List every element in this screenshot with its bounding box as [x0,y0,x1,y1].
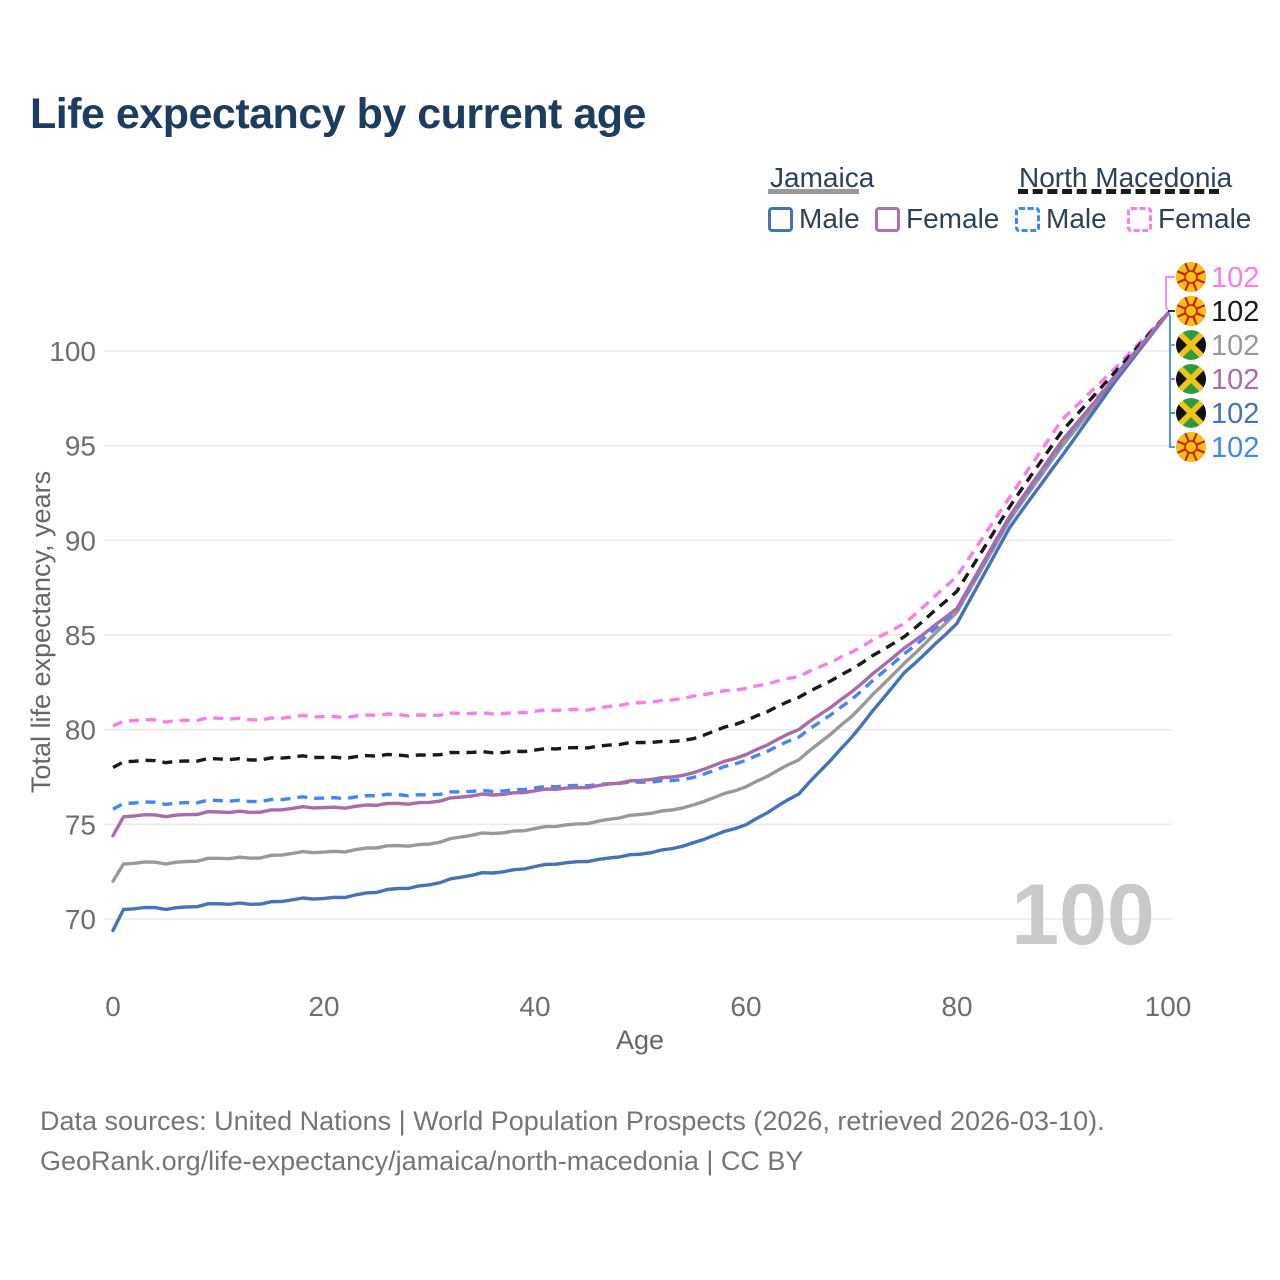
end-label-value: 102 [1211,364,1259,396]
legend-item-label: Male [1046,203,1107,234]
legend-item-north-macedonia-male[interactable]: Male [1015,203,1107,235]
x-tick-label: 40 [519,991,550,1022]
series-line-north-macedonia-both-sexes[interactable] [112,311,1170,770]
legend-checkbox-north-macedonia-male-icon[interactable] [1015,206,1040,232]
x-tick-label: 100 [1145,991,1192,1022]
legend-group-jamaica: Jamaica [770,162,875,193]
series-line-jamaica-female[interactable] [111,311,1170,838]
y-tick-label: 100 [49,336,96,367]
legend-underline-north-macedonia-icon [1018,189,1219,194]
legend-item-jamaica-male[interactable]: Male [768,203,860,235]
legend-underline-jamaica-icon [768,189,859,194]
legend-group-north-macedonia: North Macedonia [1019,162,1233,193]
x-tick-label: 0 [105,991,121,1022]
series-line-jamaica-male[interactable] [111,311,1170,933]
flag-jamaica-icon [1176,364,1206,394]
end-label-value: 102 [1211,432,1259,464]
y-tick-label: 95 [65,431,96,462]
legend-item-label: Female [906,203,1000,234]
series-line-north-macedonia-female[interactable] [112,311,1170,728]
flag-north-macedonia-icon [1176,432,1206,462]
legend-checkbox-jamaica-male-icon[interactable] [768,206,793,232]
x-axis-title: Age [616,1025,664,1055]
legend-item-label: Female [1158,203,1252,234]
flag-jamaica-icon [1176,398,1206,428]
y-axis-title: Total life expectancy, years [26,471,56,793]
leader-line [1165,276,1175,311]
y-tick-label: 75 [65,809,96,840]
page-title: Life expectancy by current age [30,90,646,138]
x-tick-label: 80 [941,991,972,1022]
leader-line [1167,312,1175,448]
x-tick-label: 60 [730,991,761,1022]
flag-north-macedonia-icon [1176,296,1206,326]
y-tick-label: 80 [65,715,96,746]
legend-checkbox-north-macedonia-female-icon[interactable] [1127,206,1152,232]
series-line-jamaica-both-sexes[interactable] [111,311,1170,883]
attribution-text: GeoRank.org/life-expectancy/jamaica/nort… [40,1146,804,1176]
end-label-value: 102 [1211,330,1259,362]
legend-item-jamaica-female[interactable]: Female [875,203,999,235]
flag-jamaica-icon [1176,330,1206,360]
y-tick-label: 85 [65,620,96,651]
end-label-value: 102 [1211,398,1259,430]
legend-checkbox-jamaica-female-icon[interactable] [875,206,900,232]
legend-item-label: Male [799,203,860,234]
data-sources-text: Data sources: United Nations | World Pop… [40,1106,1105,1136]
y-tick-label: 70 [65,904,96,935]
end-label-value: 102 [1211,262,1259,294]
watermark-age: 100 [1011,867,1155,963]
legend-item-north-macedonia-female[interactable]: Female [1127,203,1251,235]
end-label-value: 102 [1211,296,1259,328]
x-tick-label: 20 [308,991,339,1022]
flag-north-macedonia-icon [1176,262,1206,292]
y-tick-label: 90 [65,525,96,556]
series-line-north-macedonia-male[interactable] [112,312,1170,811]
